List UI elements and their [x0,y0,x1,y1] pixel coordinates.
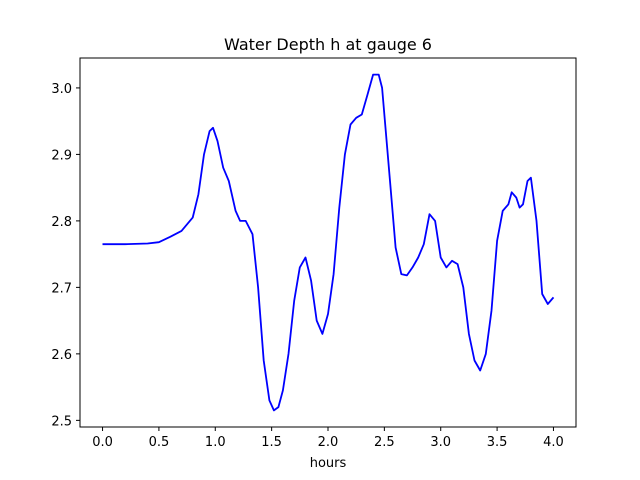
y-tick-label: 2.5 [51,414,72,429]
x-tick-label: 3.5 [487,435,508,450]
y-axis: 2.5 2.6 2.7 2.8 2.9 3.0 [51,82,80,429]
chart-title: Water Depth h at gauge 6 [224,35,432,54]
y-tick-label: 2.9 [51,148,72,163]
x-tick-label: 0.5 [149,435,170,450]
series-line-water-depth [102,73,555,412]
x-axis: 0.0 0.5 1.0 1.5 2.0 2.5 3.0 3.5 4.0 [92,427,564,450]
y-tick-label: 2.8 [51,215,72,230]
x-axis-label: hours [310,456,347,471]
y-tick-label: 3.0 [51,82,72,97]
x-tick-label: 0.0 [92,435,113,450]
x-tick-label: 3.0 [430,435,451,450]
x-tick-label: 2.0 [318,435,339,450]
y-tick-label: 2.7 [51,281,72,296]
x-tick-label: 4.0 [543,435,564,450]
x-tick-label: 2.5 [374,435,395,450]
x-tick-label: 1.5 [261,435,282,450]
x-tick-label: 1.0 [205,435,226,450]
y-tick-label: 2.6 [51,348,72,363]
